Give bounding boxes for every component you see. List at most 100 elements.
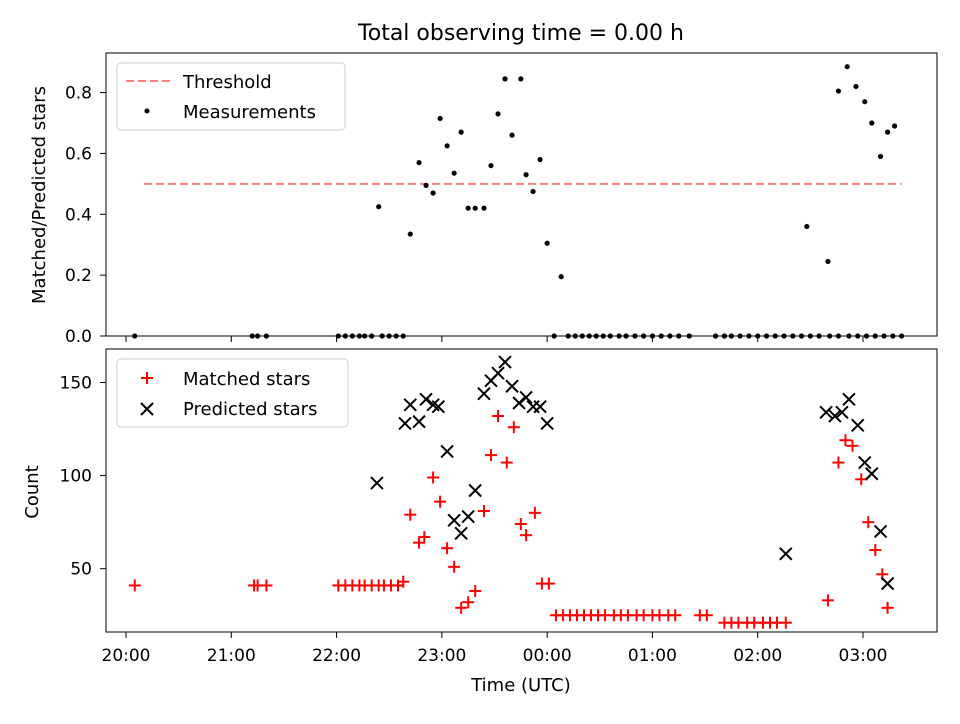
matched-star-point: [413, 536, 426, 549]
predicted-star-point: [828, 409, 842, 423]
measurement-point: [827, 333, 833, 339]
measurement-point: [798, 333, 805, 339]
measurement-point: [349, 333, 355, 339]
matched-star-point: [855, 473, 868, 486]
top-grid: [125, 336, 864, 342]
measurement-point: [458, 129, 464, 135]
matched-star-point: [441, 542, 454, 555]
matched-star-point: [862, 516, 875, 529]
predicted-star-point: [835, 405, 849, 420]
measurement-point: [481, 205, 487, 211]
measurement-point: [676, 333, 682, 339]
bottom-xtick-label: 21:00: [207, 646, 256, 666]
top-points: [132, 64, 905, 339]
predicted-star-point: [398, 416, 412, 431]
measurement-point: [263, 333, 269, 339]
measurement-point: [772, 333, 778, 339]
matched-star-point: [462, 596, 475, 609]
matched-star-point: [477, 504, 490, 517]
predicted-star-point: [819, 405, 833, 420]
measurement-point: [807, 333, 813, 339]
measurement-point: [379, 333, 385, 339]
legend-measurements-swatch: [144, 108, 150, 114]
bottom-xlabel: Time (UTC): [470, 675, 571, 696]
measurement-point: [342, 333, 348, 339]
measurement-point: [607, 333, 613, 339]
measurement-point: [881, 333, 887, 339]
measurement-point: [572, 333, 578, 339]
predicted-star-point: [498, 355, 512, 369]
measurement-point: [423, 182, 429, 188]
measurement-point: [416, 159, 422, 166]
matched-star-point: [397, 575, 410, 588]
measurement-point: [872, 333, 878, 339]
matched-star-point: [469, 585, 482, 598]
measurement-point: [649, 333, 656, 339]
bottom-xtick-label: 02:00: [733, 646, 782, 666]
bottom-xtick-label: 20:00: [102, 646, 151, 666]
predicted-star-point: [403, 398, 417, 412]
measurement-point: [721, 333, 727, 339]
measurement-point: [495, 111, 501, 117]
matched-star-point: [484, 449, 497, 462]
measurement-point: [509, 132, 515, 138]
predicted-star-point: [419, 392, 433, 406]
measurement-point: [790, 333, 796, 339]
measurement-point: [430, 190, 436, 196]
measurement-point: [255, 333, 261, 339]
measurement-point: [551, 333, 557, 339]
predicted-star-point: [370, 476, 384, 490]
bottom-ylabels: 50 100 150: [60, 374, 106, 580]
measurement-point: [816, 333, 822, 339]
measurement-point: [825, 258, 831, 265]
matched-star-point: [528, 506, 541, 519]
predicted-star-point: [512, 396, 526, 410]
measurement-point: [667, 333, 673, 339]
measurement-point: [356, 333, 362, 339]
legend-threshold-label: Threshold: [182, 72, 272, 93]
measurement-point: [465, 205, 471, 211]
top-ytick-label: 0.2: [65, 266, 92, 286]
bottom-ytick-label: 100: [60, 467, 92, 487]
measurement-point: [890, 333, 896, 339]
measurement-point: [537, 156, 543, 163]
predicted-star-point: [468, 483, 482, 498]
top-legend: Threshold Measurements: [116, 62, 346, 131]
top-plot-frame: [105, 52, 938, 337]
matched-star-point: [427, 471, 440, 484]
measurement-point: [804, 223, 810, 230]
predicted-star-point: [873, 524, 888, 539]
measurement-point: [632, 333, 638, 339]
predicted-star-point: [431, 400, 446, 414]
measurement-point: [523, 172, 529, 178]
measurement-point: [488, 162, 494, 169]
top-legend-box: [116, 62, 346, 131]
measurement-point: [623, 333, 629, 339]
bottom-xtick-label: 00:00: [523, 646, 572, 666]
top-ytick-label: 0.4: [65, 205, 92, 225]
predicted-star-point: [412, 414, 426, 429]
bottom-ytick-label: 50: [70, 560, 92, 580]
predicted-star-point: [477, 386, 491, 401]
predicted-star-point: [842, 392, 856, 406]
measurement-point: [544, 240, 550, 246]
measurement-point: [502, 76, 508, 82]
measurement-point: [376, 204, 382, 210]
measurement-point: [899, 333, 905, 339]
measurement-point: [846, 333, 852, 339]
predicted-star-point: [461, 509, 475, 524]
measurement-point: [437, 115, 443, 122]
top-ytick-label: 0.6: [65, 144, 92, 164]
matched-star-point: [700, 609, 713, 622]
legend-matched-swatch: [141, 372, 153, 384]
predicted-star-point: [533, 400, 547, 414]
matched-star-point: [260, 579, 273, 592]
matched-star-point: [821, 594, 834, 607]
matched-star-point: [500, 456, 513, 469]
predicted-star-point: [865, 467, 879, 481]
measurement-point: [369, 333, 375, 339]
matched-star-point: [404, 508, 417, 521]
measurement-point: [579, 333, 585, 339]
bottom-legend-box: [116, 358, 349, 428]
